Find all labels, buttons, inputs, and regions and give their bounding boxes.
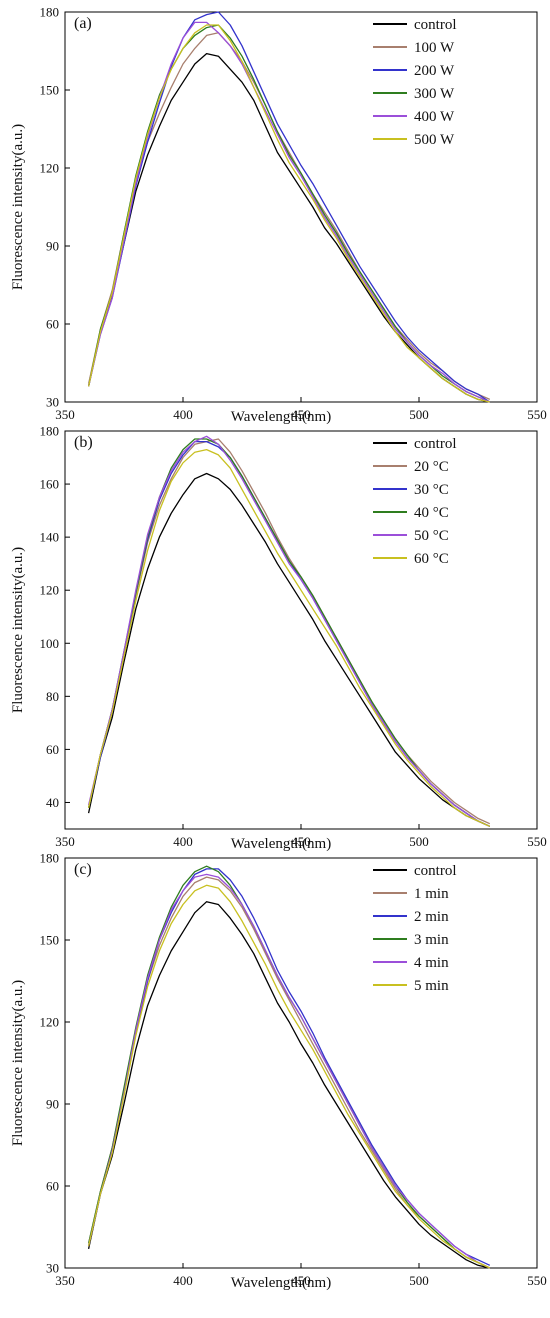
series-line-1 bbox=[87, 438, 491, 825]
y-tick-label: 30 bbox=[46, 395, 59, 410]
series-line-5 bbox=[87, 24, 490, 403]
x-tick-label: 450 bbox=[291, 834, 311, 849]
legend-label: 4 min bbox=[414, 955, 449, 971]
plot-frame bbox=[64, 11, 538, 403]
x-axis-title: Wavelength(nm) bbox=[231, 409, 331, 425]
plot-frame bbox=[64, 857, 538, 1269]
series-line-2 bbox=[87, 868, 491, 1266]
series-line-4 bbox=[87, 873, 491, 1269]
y-axis-title: Fluorescence intensity(a.u.) bbox=[10, 547, 26, 713]
x-tick-label: 550 bbox=[527, 834, 547, 849]
y-tick-label: 160 bbox=[40, 477, 60, 492]
legend-label: 30 °C bbox=[414, 482, 449, 498]
series-line-4 bbox=[87, 435, 491, 827]
legend-label: 2 min bbox=[414, 909, 449, 925]
y-tick-label: 120 bbox=[40, 161, 60, 176]
x-tick-label: 500 bbox=[409, 407, 429, 422]
y-tick-label: 150 bbox=[40, 83, 60, 98]
series-line-0 bbox=[87, 52, 490, 403]
y-axis-title: Fluorescence intensity(a.u.) bbox=[10, 980, 26, 1146]
y-tick-label: 140 bbox=[40, 530, 60, 545]
legend-label: control bbox=[414, 17, 457, 33]
panel-label: (c) bbox=[74, 861, 92, 878]
y-tick-label: 60 bbox=[46, 317, 59, 332]
y-tick-label: 120 bbox=[40, 1015, 60, 1030]
y-tick-label: 30 bbox=[46, 1261, 59, 1276]
y-axis-title: Fluorescence intensity(a.u.) bbox=[10, 124, 26, 290]
x-axis-title: Wavelength(nm) bbox=[231, 1275, 331, 1291]
legend-label: 60 °C bbox=[414, 551, 449, 567]
series-line-5 bbox=[87, 884, 491, 1269]
x-tick-label: 550 bbox=[527, 407, 547, 422]
plot-frame bbox=[64, 430, 538, 830]
y-tick-label: 90 bbox=[46, 239, 59, 254]
x-tick-label: 400 bbox=[173, 834, 193, 849]
legend-label: 100 W bbox=[414, 40, 455, 56]
y-tick-label: 120 bbox=[40, 583, 60, 598]
x-tick-label: 500 bbox=[409, 834, 429, 849]
legend-label: 400 W bbox=[414, 109, 455, 125]
y-tick-label: 60 bbox=[46, 742, 59, 757]
legend-label: 500 W bbox=[414, 132, 455, 148]
x-tick-label: 450 bbox=[291, 407, 311, 422]
panel-label: (b) bbox=[74, 434, 93, 451]
series-line-2 bbox=[87, 11, 491, 403]
y-tick-label: 180 bbox=[40, 5, 60, 20]
legend-label: 40 °C bbox=[414, 505, 449, 521]
x-tick-label: 350 bbox=[55, 834, 75, 849]
legend-label: 3 min bbox=[414, 932, 449, 948]
legend-label: 5 min bbox=[414, 978, 449, 994]
x-tick-label: 550 bbox=[527, 1273, 547, 1288]
chart-panel-1: 350 400 450 500 550 30 60 90 120 150 180 Wavelength… bbox=[10, 5, 547, 426]
legend-label: 200 W bbox=[414, 63, 455, 79]
x-tick-label: 350 bbox=[55, 407, 75, 422]
y-tick-label: 180 bbox=[40, 424, 60, 439]
series-line-0 bbox=[87, 901, 490, 1269]
x-tick-label: 450 bbox=[291, 1273, 311, 1288]
legend-label: 50 °C bbox=[414, 528, 449, 544]
series-line-3 bbox=[87, 865, 491, 1269]
x-tick-label: 400 bbox=[173, 1273, 193, 1288]
x-axis-title: Wavelength(nm) bbox=[231, 836, 331, 852]
legend-label: control bbox=[414, 863, 457, 879]
y-tick-label: 80 bbox=[46, 689, 59, 704]
series-line-5 bbox=[87, 448, 491, 827]
legend-label: 20 °C bbox=[414, 459, 449, 475]
legend-label: control bbox=[414, 436, 457, 452]
y-tick-label: 90 bbox=[46, 1097, 59, 1112]
series-line-1 bbox=[87, 32, 491, 400]
legend-label: 300 W bbox=[414, 86, 455, 102]
x-tick-label: 350 bbox=[55, 1273, 75, 1288]
series-line-0 bbox=[87, 472, 491, 827]
y-tick-label: 180 bbox=[40, 851, 60, 866]
y-tick-label: 60 bbox=[46, 1179, 59, 1194]
series-line-4 bbox=[87, 21, 491, 403]
y-tick-label: 150 bbox=[40, 933, 60, 948]
y-tick-label: 100 bbox=[40, 636, 60, 651]
panel-label: (a) bbox=[74, 15, 92, 32]
x-tick-label: 400 bbox=[173, 407, 193, 422]
series-line-3 bbox=[87, 24, 491, 403]
legend-label: 1 min bbox=[414, 886, 449, 902]
y-tick-label: 40 bbox=[46, 795, 59, 810]
chart-panel-3: 350 400 450 500 550 30 60 90 120 150 180 Wavelength… bbox=[10, 851, 547, 1292]
series-line-2 bbox=[87, 440, 491, 827]
x-tick-label: 500 bbox=[409, 1273, 429, 1288]
chart-panel-2: 350 400 450 500 550 40 60 80 100 120 140 160 180 Wave… bbox=[10, 424, 547, 853]
